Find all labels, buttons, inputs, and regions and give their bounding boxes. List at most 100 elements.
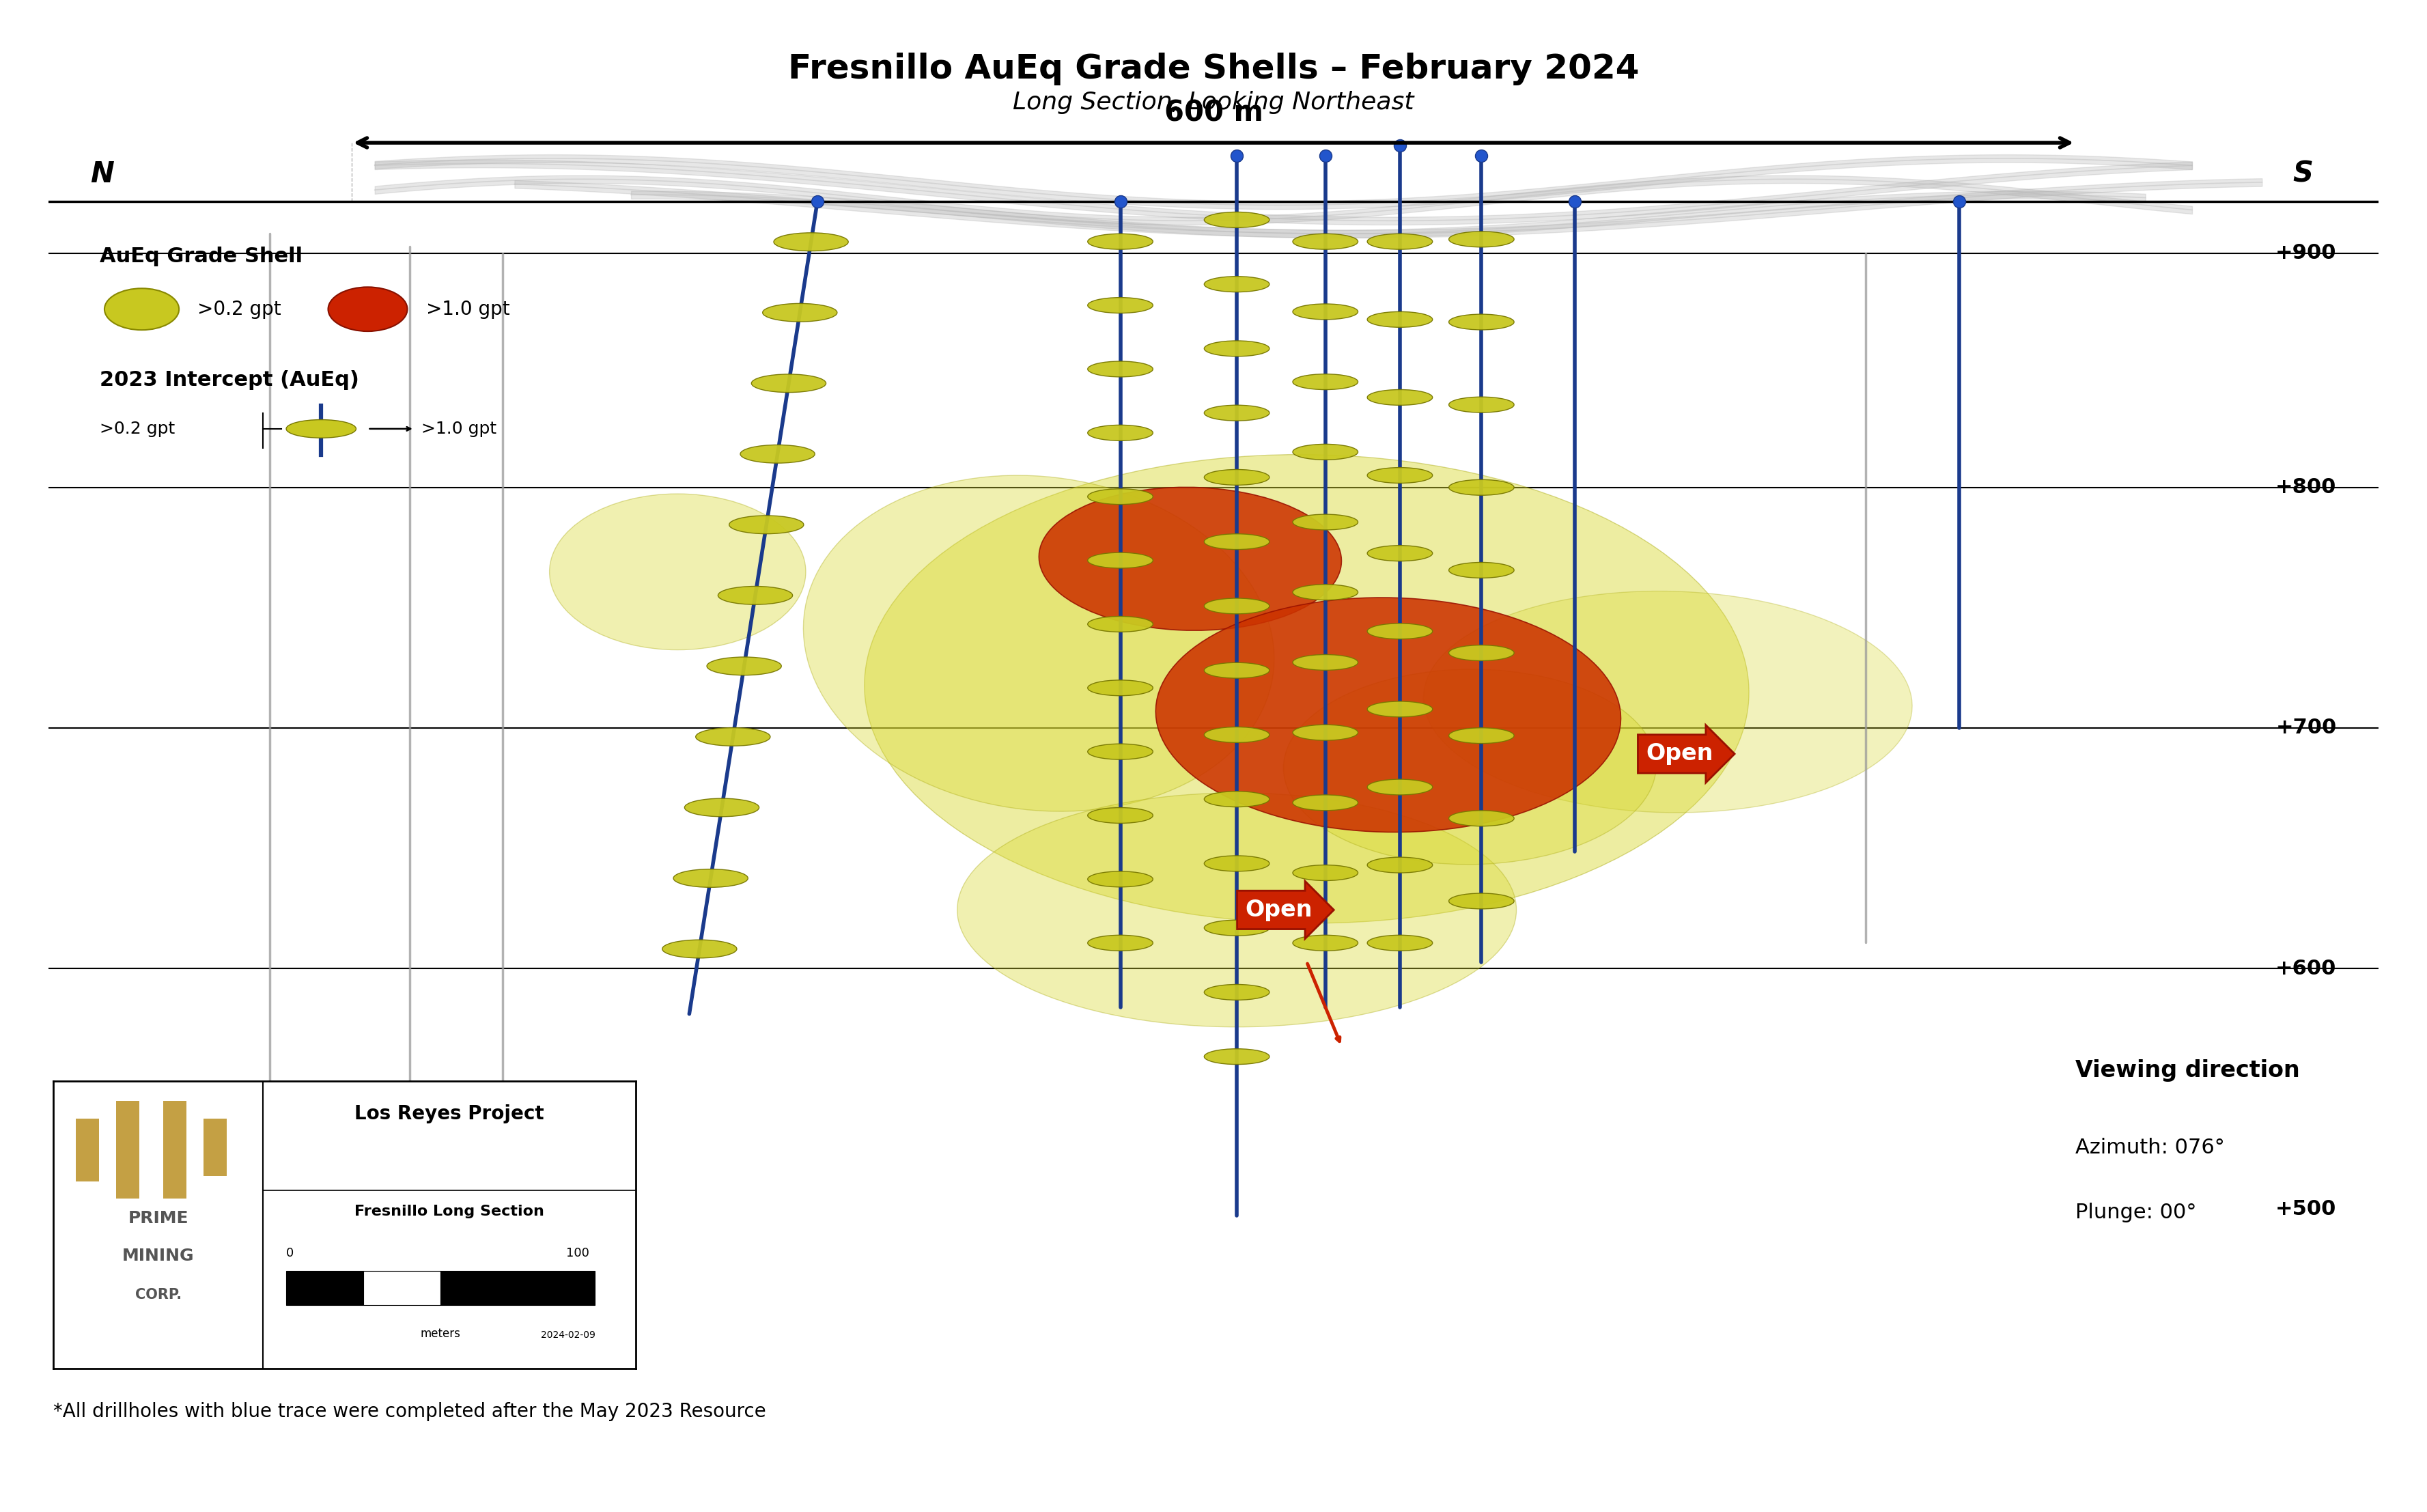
Text: +700: +700: [2277, 718, 2337, 738]
Ellipse shape: [1204, 340, 1269, 357]
Ellipse shape: [1204, 534, 1269, 549]
Ellipse shape: [1204, 662, 1269, 679]
Ellipse shape: [1294, 373, 1359, 390]
Bar: [517, 1270, 595, 1305]
Text: 0: 0: [286, 1247, 294, 1259]
Text: meters: meters: [420, 1328, 461, 1340]
Text: 100: 100: [565, 1247, 590, 1259]
Ellipse shape: [1204, 856, 1269, 871]
Ellipse shape: [864, 455, 1750, 924]
Ellipse shape: [1087, 425, 1153, 440]
Ellipse shape: [1366, 857, 1432, 872]
Ellipse shape: [1284, 670, 1655, 865]
Ellipse shape: [1366, 390, 1432, 405]
Text: Long Section, Looking Northeast: Long Section, Looking Northeast: [1012, 91, 1415, 113]
Text: 2024-02-09: 2024-02-09: [541, 1331, 595, 1340]
Ellipse shape: [718, 587, 794, 605]
Text: Open: Open: [1245, 898, 1313, 921]
Ellipse shape: [1366, 234, 1432, 249]
Ellipse shape: [1366, 623, 1432, 640]
Ellipse shape: [1294, 585, 1359, 600]
Ellipse shape: [286, 420, 357, 438]
Ellipse shape: [1366, 702, 1432, 717]
Text: *All drillholes with blue trace were completed after the May 2023 Resource: *All drillholes with blue trace were com…: [53, 1402, 767, 1421]
Ellipse shape: [1294, 724, 1359, 741]
Ellipse shape: [1449, 479, 1514, 496]
Ellipse shape: [1087, 234, 1153, 249]
Text: >1.0 gpt: >1.0 gpt: [427, 299, 510, 319]
Ellipse shape: [1204, 405, 1269, 420]
Ellipse shape: [1204, 277, 1269, 292]
Ellipse shape: [1087, 680, 1153, 696]
Bar: [163, 1101, 187, 1199]
Ellipse shape: [1366, 311, 1432, 327]
Ellipse shape: [740, 445, 815, 463]
Bar: [116, 1101, 141, 1199]
Ellipse shape: [1449, 314, 1514, 330]
Ellipse shape: [803, 475, 1274, 812]
Ellipse shape: [1204, 212, 1269, 228]
Bar: [364, 1270, 442, 1305]
Text: Fresnillo AuEq Grade Shells – February 2024: Fresnillo AuEq Grade Shells – February 2…: [789, 53, 1638, 86]
Text: Open: Open: [1646, 742, 1713, 765]
Ellipse shape: [1087, 488, 1153, 505]
Ellipse shape: [1087, 617, 1153, 632]
Ellipse shape: [1449, 562, 1514, 578]
Ellipse shape: [1294, 304, 1359, 319]
Ellipse shape: [1449, 646, 1514, 661]
Circle shape: [104, 289, 180, 330]
Text: PRIME: PRIME: [129, 1210, 189, 1226]
Ellipse shape: [663, 940, 738, 959]
Ellipse shape: [672, 869, 748, 888]
Ellipse shape: [1087, 552, 1153, 569]
Text: MINING: MINING: [121, 1247, 194, 1264]
Ellipse shape: [1294, 514, 1359, 529]
Ellipse shape: [1294, 655, 1359, 670]
Text: S: S: [2294, 160, 2313, 189]
Ellipse shape: [1204, 791, 1269, 807]
Bar: [204, 1119, 228, 1176]
Ellipse shape: [762, 304, 837, 322]
Text: AuEq Grade Shell: AuEq Grade Shell: [100, 246, 303, 266]
Ellipse shape: [1294, 795, 1359, 810]
Ellipse shape: [1204, 1049, 1269, 1064]
Ellipse shape: [1449, 231, 1514, 246]
Text: 2023 Intercept (AuEq): 2023 Intercept (AuEq): [100, 370, 359, 390]
Ellipse shape: [1449, 727, 1514, 744]
Text: +500: +500: [2277, 1199, 2337, 1219]
Text: Los Reyes Project: Los Reyes Project: [354, 1104, 544, 1123]
Ellipse shape: [956, 792, 1517, 1027]
Text: >1.0 gpt: >1.0 gpt: [422, 420, 498, 437]
Ellipse shape: [1449, 894, 1514, 909]
Ellipse shape: [1039, 487, 1342, 631]
Ellipse shape: [1204, 984, 1269, 999]
Ellipse shape: [1204, 921, 1269, 936]
Text: Azimuth: 076°: Azimuth: 076°: [2075, 1137, 2226, 1157]
Text: Fresnillo Long Section: Fresnillo Long Section: [354, 1205, 544, 1219]
Ellipse shape: [1087, 361, 1153, 376]
Text: >0.2 gpt: >0.2 gpt: [100, 420, 175, 437]
Ellipse shape: [774, 233, 849, 251]
Ellipse shape: [1425, 591, 1912, 812]
Ellipse shape: [1204, 599, 1269, 614]
Text: 600 m: 600 m: [1165, 98, 1262, 127]
Ellipse shape: [1087, 871, 1153, 888]
Ellipse shape: [684, 798, 760, 816]
Text: +800: +800: [2277, 478, 2337, 497]
Ellipse shape: [1294, 865, 1359, 880]
Bar: [442, 1270, 517, 1305]
Text: +600: +600: [2277, 959, 2337, 978]
Text: Viewing direction: Viewing direction: [2075, 1060, 2301, 1083]
Ellipse shape: [752, 373, 825, 393]
Ellipse shape: [1294, 934, 1359, 951]
Text: Plunge: 00°: Plunge: 00°: [2075, 1202, 2196, 1222]
Ellipse shape: [728, 516, 803, 534]
Ellipse shape: [1155, 597, 1621, 832]
Text: >0.2 gpt: >0.2 gpt: [197, 299, 282, 319]
Bar: [75, 1119, 100, 1182]
Circle shape: [328, 287, 408, 331]
Ellipse shape: [1294, 445, 1359, 460]
Ellipse shape: [1366, 779, 1432, 795]
Ellipse shape: [549, 494, 806, 650]
Text: N: N: [90, 160, 114, 189]
